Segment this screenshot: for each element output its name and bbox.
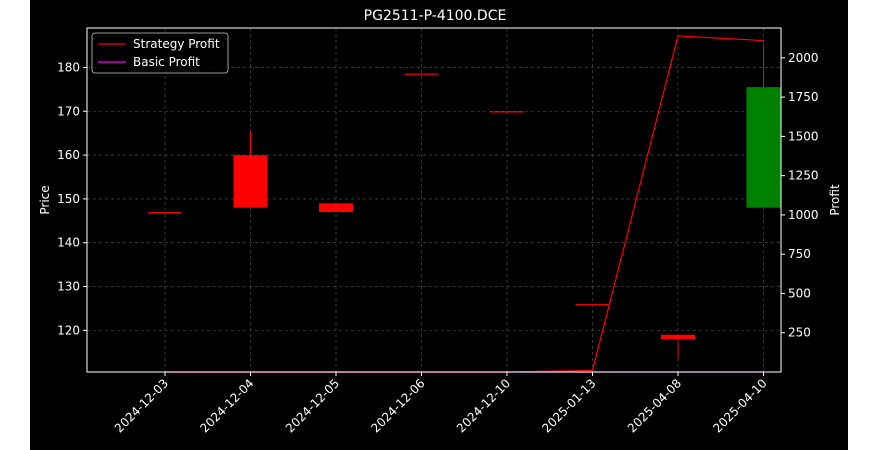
- y2-tick-label: 1750: [788, 90, 819, 104]
- x-tick-label: 2024-12-05: [283, 376, 342, 435]
- x-tick-label: 2024-12-06: [368, 376, 427, 435]
- y-tick-label: 180: [57, 60, 80, 74]
- x-tick-label: 2025-04-10: [710, 376, 769, 435]
- y2-axis-ticks: 250 500 750 1000 1250 1500 1750 2000: [781, 51, 819, 340]
- grid: [87, 28, 781, 372]
- y2-tick-label: 1250: [788, 169, 819, 183]
- figure: PG2511-P-4100.DCE 120 130 140 150 160 170 180 …: [30, 0, 848, 450]
- candle-body: [575, 304, 610, 306]
- y2-tick-label: 2000: [788, 51, 819, 65]
- candle-body: [661, 334, 695, 340]
- candle-body: [319, 203, 353, 213]
- y-tick-label: 170: [57, 104, 80, 118]
- y2-axis-title: Profit: [828, 184, 842, 216]
- plot-frame: [86, 27, 782, 373]
- y-tick-label: 120: [57, 323, 80, 337]
- legend-label-strategy-profit: Strategy Profit: [133, 37, 220, 51]
- y-tick-label: 130: [57, 280, 80, 294]
- legend-box: [91, 32, 229, 74]
- y-tick-label: 160: [57, 148, 80, 162]
- x-tick-label: 2025-01-13: [539, 376, 598, 435]
- x-tick-label: 2024-12-04: [197, 376, 256, 435]
- y2-tick-label: 500: [788, 286, 811, 300]
- legend-label-basic-profit: Basic Profit: [133, 55, 200, 69]
- y-axis-title: Price: [38, 185, 52, 214]
- candle-body: [490, 111, 524, 113]
- candlestick-chart: PG2511-P-4100.DCE 120130140150160170180 …: [38, 8, 842, 435]
- y-tick-label: 150: [57, 192, 80, 206]
- candle-body: [233, 155, 268, 208]
- candle-body: [148, 212, 182, 214]
- x-tick-label: 2025-04-08: [625, 376, 684, 435]
- y2-tick-label: 250: [788, 326, 811, 340]
- legend: Strategy Profit Basic Profit: [91, 32, 229, 74]
- candles: [148, 43, 781, 359]
- y2-tick-label: 1000: [788, 208, 819, 222]
- x-tick-label: 2024-12-03: [112, 376, 171, 435]
- x-axis-ticks: 2024-12-03 2024-12-04 2024-12-05 2024-12-06…: [112, 372, 770, 435]
- y2-tick-label: 750: [788, 247, 811, 261]
- chart-title: PG2511-P-4100.DCE: [364, 8, 507, 24]
- candle-body: [746, 87, 781, 208]
- y-axis-ticks: 120 130 140 150 160 170 180: [57, 60, 87, 337]
- y2-tick-label: 1500: [788, 129, 819, 143]
- y-tick-label: 140: [57, 236, 80, 250]
- x-tick-label: 2024-12-10: [454, 376, 513, 435]
- candle-body: [404, 73, 439, 75]
